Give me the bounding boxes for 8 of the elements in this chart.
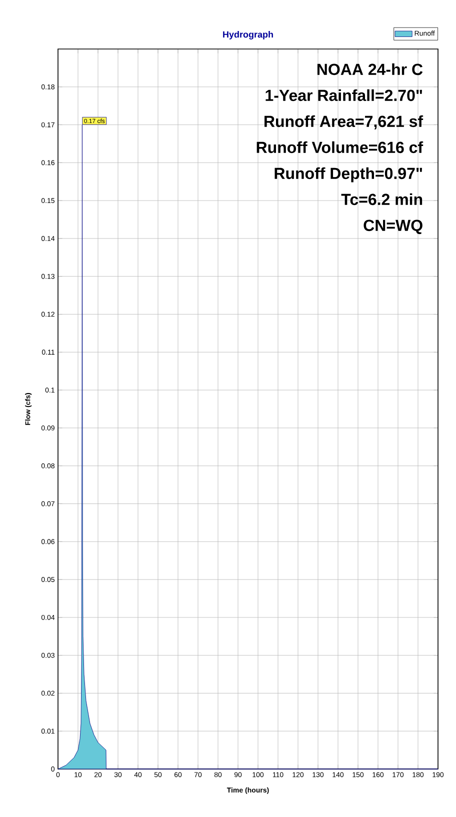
annotation: 1-Year Rainfall=2.70": [266, 89, 422, 102]
annotation: Runoff Area=7,621 sf: [264, 115, 424, 130]
chart-title: Hydrograph: [223, 31, 273, 40]
annotation: Runoff Volume=616 cf: [256, 141, 424, 154]
annotation: CN=WQ: [364, 220, 422, 234]
annotation: Runoff Depth=0.97": [274, 167, 422, 182]
annotation: NOAA 24-hr C: [317, 63, 423, 76]
annotation: Tc=6.2 min: [341, 193, 422, 206]
